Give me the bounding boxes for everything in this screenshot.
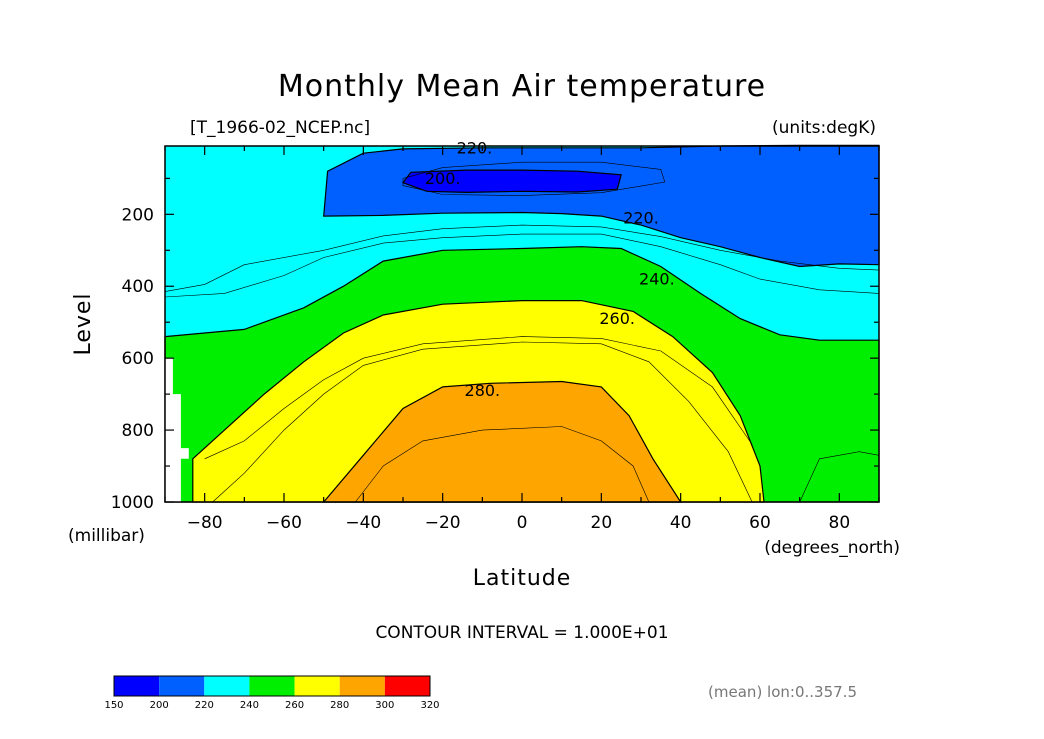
- colorbar-swatch: [114, 676, 160, 696]
- contour-label-5: 280.: [465, 381, 501, 400]
- contour-line-6: [799, 451, 880, 503]
- contour-plot-area: [164, 144, 880, 503]
- contour-lines: [164, 161, 880, 503]
- missing-data-region: [165, 358, 189, 502]
- contour-label-0: 220.: [457, 138, 493, 157]
- x-axis-unit: (degrees_north): [764, 538, 900, 558]
- y-tick-label: 200: [122, 205, 154, 225]
- y-axis-label: Level: [71, 292, 96, 355]
- y-tick-label: 1000: [111, 493, 154, 513]
- x-axis-label: Latitude: [473, 566, 572, 591]
- colorbar-swatch: [249, 676, 295, 696]
- y-tick-label: 600: [122, 349, 154, 369]
- chart-subtitle-left: [T_1966-02_NCEP.nc]: [190, 118, 370, 138]
- x-tick-label: 40: [670, 513, 692, 533]
- colorbar-swatch: [204, 676, 250, 696]
- colorbar-swatch: [294, 676, 340, 696]
- contour-labels: 220. 200. 220. 240. 260. 280.: [425, 138, 675, 400]
- x-tick-label: −40: [345, 513, 381, 533]
- chart-title: Monthly Mean Air temperature: [278, 69, 766, 104]
- colorbar-tick-label: 200: [150, 700, 169, 711]
- x-tick-label: 0: [517, 513, 528, 533]
- contour-label-4: 260.: [599, 309, 635, 328]
- contour-line-2: [212, 341, 753, 503]
- colorbar-tick-label: 240: [240, 700, 259, 711]
- contour-line-4: [402, 161, 666, 196]
- footnote: (mean) lon:0..357.5: [708, 683, 857, 701]
- x-tick-label: −60: [266, 513, 302, 533]
- colorbar-tick-label: 260: [285, 700, 304, 711]
- x-tick-label: 80: [829, 513, 851, 533]
- y-axis-ticks: 200 400 600 800 1000: [111, 177, 879, 513]
- contour-line-5: [204, 336, 753, 460]
- band-280-300: [322, 380, 682, 503]
- colorbar-tick-label: 300: [375, 700, 394, 711]
- x-axis-ticks: −80 −60 −40 −20 0 20 40 60 80: [164, 146, 880, 533]
- colorbar-tick-label: 320: [420, 700, 439, 711]
- y-tick-label: 800: [122, 421, 154, 441]
- y-tick-label: 400: [122, 277, 154, 297]
- colorbar-tick-label: 220: [195, 700, 214, 711]
- colorbar-swatch: [159, 676, 205, 696]
- colorbar: 150 200 220 240 260 280 300 320: [104, 675, 440, 711]
- contour-interval: CONTOUR INTERVAL = 1.000E+01: [375, 623, 668, 643]
- x-tick-label: 20: [591, 513, 613, 533]
- colorbar-tick-label: 280: [330, 700, 349, 711]
- contour-label-3: 240.: [639, 270, 675, 289]
- contour-label-1: 200.: [425, 169, 461, 188]
- band-lt200: [402, 169, 622, 194]
- x-tick-label: −20: [425, 513, 461, 533]
- contour-line-0: [164, 224, 880, 292]
- contour-line-3: [355, 426, 650, 503]
- x-tick-label: 60: [749, 513, 771, 533]
- colorbar-tick-label: 150: [104, 700, 123, 711]
- y-axis-unit: (millibar): [68, 526, 145, 546]
- colorbar-swatch: [384, 676, 430, 696]
- x-tick-label: −80: [187, 513, 223, 533]
- colorbar-swatch: [339, 676, 385, 696]
- contour-line-1: [164, 233, 880, 298]
- contour-label-2: 220.: [623, 209, 659, 228]
- chart-units: (units:degK): [772, 118, 876, 138]
